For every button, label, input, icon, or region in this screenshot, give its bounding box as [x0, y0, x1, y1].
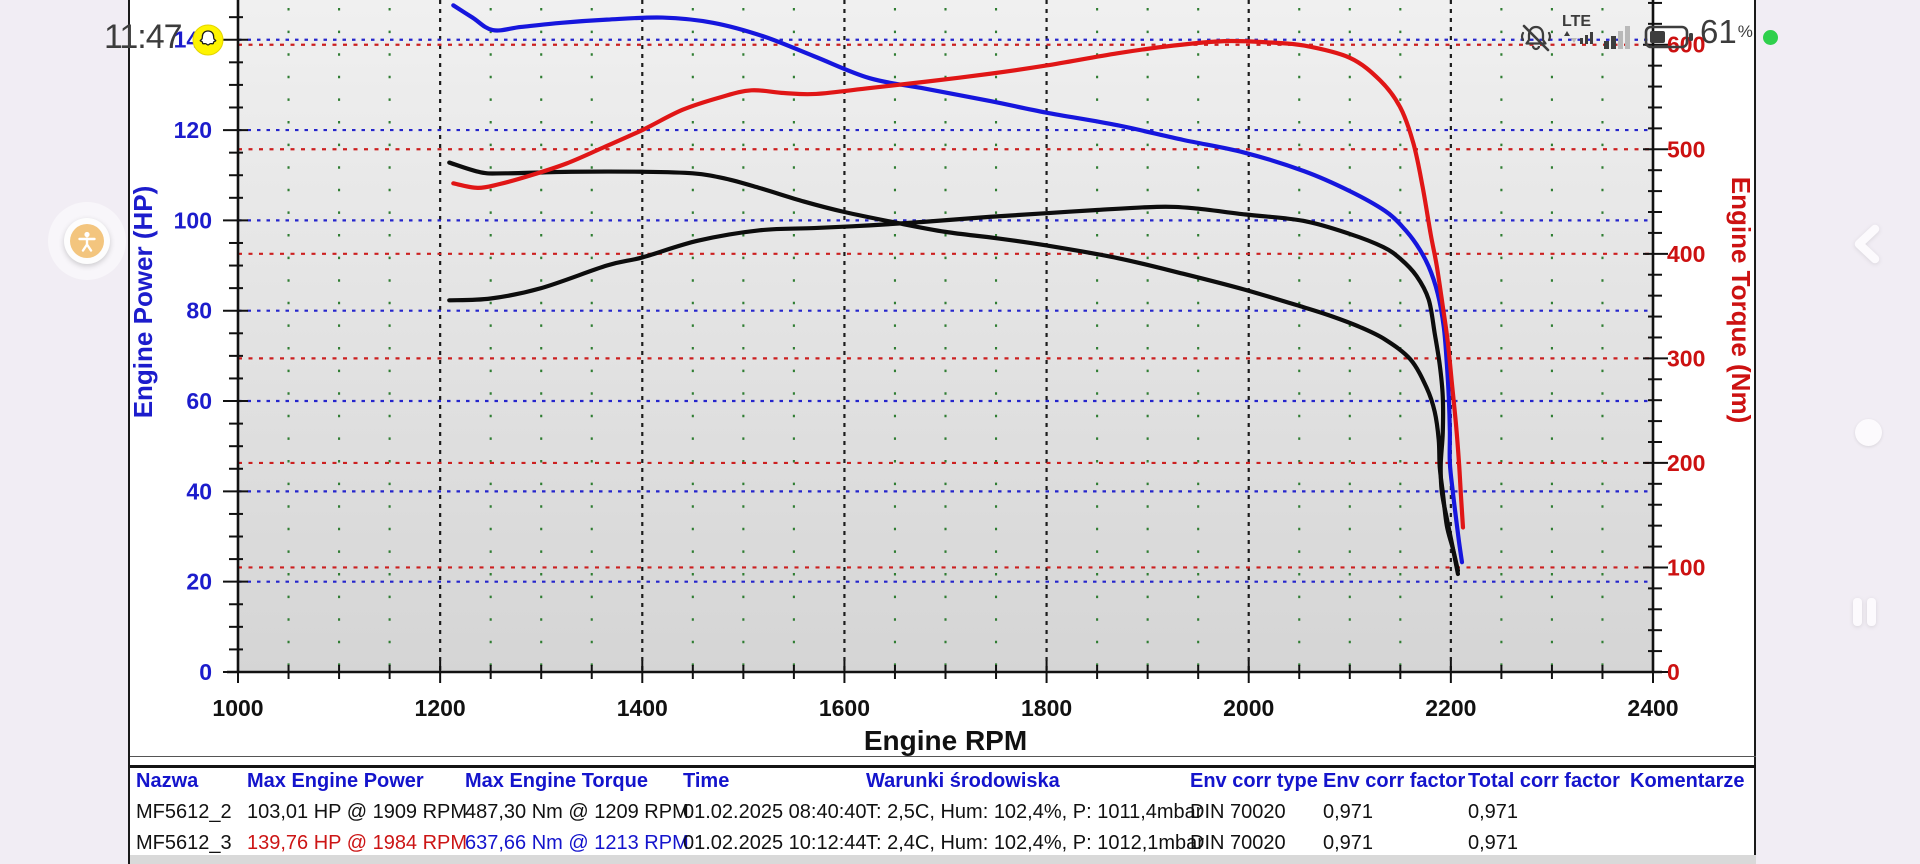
- right-tick-label: 100: [1667, 554, 1705, 580]
- right-tick-label: 400: [1667, 241, 1705, 267]
- network-type-label: LTE: [1562, 13, 1592, 30]
- total-corr-factor: 0,971: [1468, 801, 1519, 823]
- privacy-indicator-dot: [1762, 30, 1778, 45]
- assistive-bubble-core: [70, 224, 104, 258]
- table-header-total-corr-factor: Total corr factor: [1468, 770, 1620, 792]
- left-tick-label: 40: [186, 478, 212, 504]
- right-tick-label: 200: [1667, 450, 1705, 476]
- table-header-time: Time: [683, 770, 730, 792]
- table-header-env-corr-type: Env corr type: [1190, 770, 1318, 792]
- x-axis-title: Engine RPM: [864, 725, 1027, 756]
- left-tick-label: 100: [174, 207, 212, 233]
- x-tick-label: 2400: [1627, 695, 1678, 721]
- left-tick-label: 20: [186, 569, 212, 595]
- status-time: 11:47: [104, 18, 183, 56]
- env-conditions: T: 2,4C, Hum: 102,4%, P: 1012,1mbar: [866, 832, 1204, 854]
- run-time: 01.02.2025 10:12:44: [683, 832, 867, 854]
- mf5612-2-torque-nm--curve: [447, 160, 1461, 573]
- gridlines: [238, 0, 1653, 672]
- battery-percent: 61%: [1700, 13, 1753, 50]
- table-header-max-torque: Max Engine Torque: [465, 770, 648, 792]
- run-name: MF5612_3: [136, 832, 232, 854]
- left-tick-label: 60: [186, 388, 212, 414]
- x-tick-label: 1200: [415, 695, 466, 721]
- total-corr-factor: 0,971: [1468, 832, 1519, 854]
- max-torque-value: 487,30 Nm @ 1209 RPM: [465, 801, 689, 823]
- table-header-env-corr-factor: Env corr factor: [1323, 770, 1466, 792]
- env-corr-type: DIN 70020: [1190, 801, 1286, 823]
- right-tick-label: 300: [1667, 345, 1705, 371]
- max-power-value: 139,76 HP @ 1984 RPM: [247, 832, 468, 854]
- network-activity-bars-icon: [1564, 31, 1593, 44]
- mf5612-3-torque-nm--curve: [451, 3, 1465, 565]
- table-header-nazwa: Nazwa: [136, 770, 199, 792]
- run-name: MF5612_2: [136, 801, 232, 823]
- x-tick-label: 2200: [1425, 695, 1476, 721]
- table-header-max-power: Max Engine Power: [247, 770, 424, 792]
- table-separator-line: [130, 756, 1756, 757]
- left-axis-title: Engine Power (HP): [128, 186, 158, 419]
- mf5612-3-power-hp--curve: [451, 38, 1466, 530]
- signal-bars-icon: [1604, 26, 1630, 49]
- right-tick-label: 0: [1667, 659, 1680, 685]
- left-tick-label: 120: [174, 117, 212, 143]
- battery-icon: [1644, 25, 1693, 49]
- mf5612-2-power-hp--curve: [447, 204, 1461, 577]
- x-tick-label: 1600: [819, 695, 870, 721]
- run-time: 01.02.2025 08:40:40: [683, 801, 867, 823]
- x-tick-label: 1400: [617, 695, 668, 721]
- axes: [223, 0, 1668, 683]
- table-header-komentarze: Komentarze: [1630, 770, 1745, 792]
- env-conditions: T: 2,5C, Hum: 102,4%, P: 1011,4mbar: [866, 801, 1203, 823]
- table-header-warunki: Warunki środowiska: [866, 770, 1060, 792]
- env-corr-factor: 0,971: [1323, 832, 1374, 854]
- table-top-border: [130, 765, 1756, 768]
- nav-recents-button[interactable]: [1853, 598, 1876, 626]
- nav-back-button[interactable]: [1848, 222, 1888, 266]
- nav-home-button[interactable]: [1855, 419, 1882, 446]
- env-corr-type: DIN 70020: [1190, 832, 1286, 854]
- left-tick-label: 80: [186, 298, 212, 324]
- right-tick-label: 500: [1667, 136, 1705, 162]
- bottom-scroll-strip: [130, 855, 1756, 864]
- assistive-bubble[interactable]: [48, 202, 126, 280]
- plot-area: [238, 0, 1653, 672]
- env-corr-factor: 0,971: [1323, 801, 1374, 823]
- snapchat-notification-icon: [192, 24, 224, 56]
- curves: [447, 3, 1466, 577]
- right-axis-title: Engine Torque (Nm): [1726, 177, 1756, 424]
- assistive-bubble-ring: [64, 218, 110, 264]
- max-power-value: 103,01 HP @ 1909 RPM: [247, 801, 468, 823]
- accessibility-person-icon: [78, 231, 96, 252]
- left-tick-label: 0: [199, 659, 212, 685]
- mute-bell-icon: [1520, 24, 1552, 52]
- x-tick-label: 2000: [1223, 695, 1274, 721]
- x-tick-label: 1000: [212, 695, 263, 721]
- x-tick-label: 1800: [1021, 695, 1072, 721]
- max-torque-value: 637,66 Nm @ 1213 RPM: [465, 832, 689, 854]
- status-right-cluster: LTE 61%: [1518, 14, 1778, 55]
